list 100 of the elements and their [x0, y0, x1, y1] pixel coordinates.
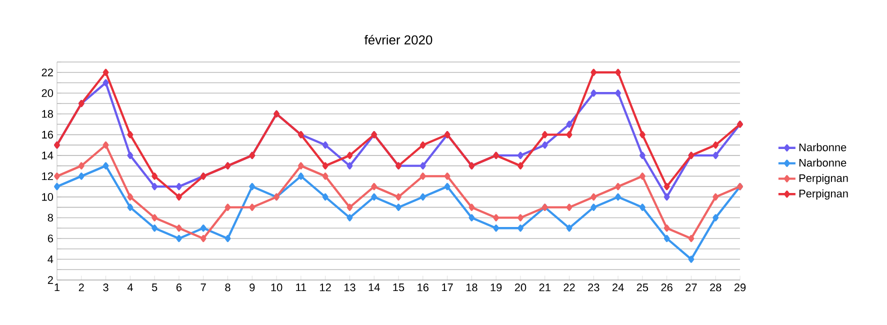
point	[468, 204, 475, 211]
point	[127, 152, 134, 160]
point	[493, 214, 500, 222]
y-tick-label: 22	[42, 68, 53, 76]
point	[224, 234, 231, 242]
y-tick-label: 18	[42, 110, 53, 118]
x-tick-label: 6	[176, 284, 182, 292]
y-tick-label: 16	[42, 130, 53, 139]
point	[176, 224, 182, 232]
x-tick-label: 19	[490, 284, 502, 292]
point	[346, 214, 353, 222]
point	[420, 193, 426, 201]
legend-label: Narbonne	[799, 143, 846, 152]
x-tick-label: 26	[661, 284, 672, 292]
point	[200, 224, 206, 232]
point	[566, 131, 572, 138]
y-tick-label: 10	[42, 193, 54, 201]
x-tick-label: 5	[152, 284, 158, 292]
point	[590, 68, 597, 76]
point	[566, 204, 572, 211]
point	[420, 141, 426, 149]
point	[444, 172, 450, 180]
x-tick-label: 11	[296, 284, 306, 292]
point	[127, 131, 134, 138]
x-tick-label: 24	[612, 284, 624, 292]
x-tick-label: 14	[368, 284, 380, 292]
x-tick-label: 22	[564, 284, 575, 292]
x-tick-label: 25	[636, 284, 648, 292]
point	[664, 224, 670, 232]
point	[518, 152, 524, 160]
point	[371, 182, 378, 190]
point	[712, 193, 719, 201]
point	[639, 131, 646, 138]
legend-label: Perpignan	[799, 189, 848, 200]
point	[176, 193, 182, 201]
point	[615, 90, 622, 97]
point	[688, 256, 694, 263]
point	[664, 193, 670, 201]
point	[566, 224, 572, 232]
point	[346, 204, 353, 211]
point	[639, 172, 646, 180]
x-tick-label: 23	[588, 284, 600, 292]
point	[712, 214, 719, 222]
point	[639, 204, 646, 211]
x-tick-label: 2	[78, 284, 84, 292]
point	[152, 214, 158, 222]
point	[102, 141, 109, 149]
point	[542, 141, 548, 149]
point	[615, 68, 622, 76]
point	[468, 214, 475, 222]
point	[152, 224, 158, 232]
point	[298, 172, 304, 180]
point	[518, 162, 524, 170]
x-tick-label: 29	[734, 284, 746, 292]
x-tick-label: 20	[514, 284, 526, 292]
point	[322, 172, 328, 180]
x-tick-label: 21	[539, 284, 550, 292]
x-tick-label: 28	[710, 284, 722, 292]
point	[249, 182, 256, 190]
point	[54, 182, 60, 190]
point	[152, 182, 158, 190]
y-tick-label: 2	[48, 276, 53, 284]
point	[590, 204, 597, 211]
point	[346, 152, 353, 160]
point	[176, 182, 182, 190]
point	[176, 234, 182, 242]
point	[542, 131, 548, 138]
y-tick-label: 14	[42, 152, 54, 160]
point	[224, 204, 231, 211]
x-tick-label: 9	[250, 284, 255, 292]
point	[322, 162, 328, 170]
point	[444, 182, 450, 190]
point	[249, 204, 256, 211]
x-tick-label: 12	[320, 284, 331, 292]
point	[566, 120, 572, 128]
x-tick-label: 16	[418, 284, 429, 292]
point	[54, 172, 60, 180]
point	[127, 204, 134, 211]
point	[615, 193, 622, 201]
point	[590, 193, 597, 201]
x-tick-label: 27	[686, 284, 697, 292]
x-tick-label: 18	[466, 284, 478, 292]
point	[712, 152, 719, 160]
x-tick-label: 3	[103, 284, 108, 292]
point	[420, 162, 426, 170]
legend-label: Perpignan	[799, 174, 848, 184]
x-tick-label: 17	[442, 284, 453, 292]
point	[78, 162, 84, 170]
point	[590, 90, 597, 97]
y-tick-label: 12	[42, 172, 53, 180]
point	[371, 193, 378, 201]
point	[322, 193, 328, 201]
point	[396, 204, 402, 211]
x-tick-label: 8	[225, 284, 230, 292]
x-tick-label: 7	[200, 284, 206, 292]
point	[688, 234, 694, 242]
point	[78, 172, 84, 180]
point	[518, 224, 524, 232]
x-tick-label: 10	[271, 284, 282, 292]
y-tick-label: 20	[42, 89, 54, 98]
